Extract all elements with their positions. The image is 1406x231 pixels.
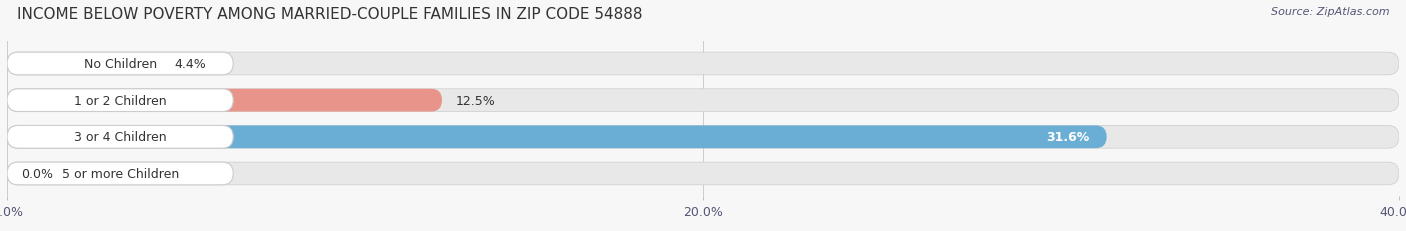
- Text: No Children: No Children: [83, 58, 156, 71]
- FancyBboxPatch shape: [7, 89, 441, 112]
- Text: Source: ZipAtlas.com: Source: ZipAtlas.com: [1271, 7, 1389, 17]
- FancyBboxPatch shape: [7, 89, 1399, 112]
- FancyBboxPatch shape: [7, 162, 1399, 185]
- Text: 1 or 2 Children: 1 or 2 Children: [73, 94, 166, 107]
- FancyBboxPatch shape: [7, 162, 233, 185]
- FancyBboxPatch shape: [7, 89, 233, 112]
- Text: 0.0%: 0.0%: [21, 167, 53, 180]
- Text: INCOME BELOW POVERTY AMONG MARRIED-COUPLE FAMILIES IN ZIP CODE 54888: INCOME BELOW POVERTY AMONG MARRIED-COUPL…: [17, 7, 643, 22]
- Text: 12.5%: 12.5%: [456, 94, 496, 107]
- Text: 4.4%: 4.4%: [174, 58, 205, 71]
- FancyBboxPatch shape: [7, 53, 160, 76]
- Text: 3 or 4 Children: 3 or 4 Children: [73, 131, 166, 144]
- Text: 31.6%: 31.6%: [1046, 131, 1090, 144]
- FancyBboxPatch shape: [7, 53, 1399, 76]
- Text: 5 or more Children: 5 or more Children: [62, 167, 179, 180]
- FancyBboxPatch shape: [7, 53, 233, 76]
- FancyBboxPatch shape: [7, 126, 1399, 149]
- FancyBboxPatch shape: [7, 126, 1107, 149]
- FancyBboxPatch shape: [7, 126, 233, 149]
